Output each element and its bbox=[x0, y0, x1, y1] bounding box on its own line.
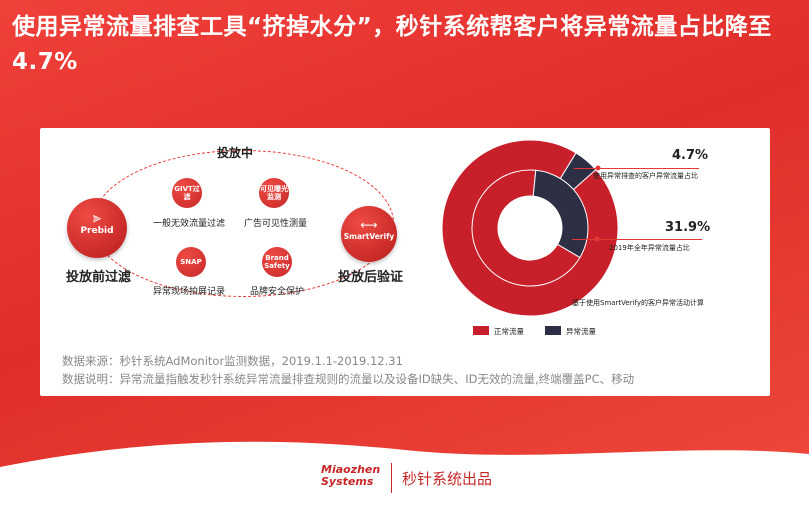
content-card: 投放中 ⫸ Prebid 投放前过滤 ⟷ SmartVerify 投放后验证 G… bbox=[40, 128, 770, 396]
prebid-node: ⫸ Prebid bbox=[67, 198, 127, 258]
prebid-logo: Prebid bbox=[80, 226, 114, 236]
smartverify-logo: SmartVerify bbox=[343, 232, 395, 241]
brand-line-1: Miaozhen bbox=[321, 463, 381, 476]
donut-chart bbox=[441, 139, 619, 317]
annotation-text-31-9: 2019年全年异常流量占比 bbox=[609, 244, 690, 252]
data-source-note: 数据来源：秒针系统AdMonitor监测数据，2019.1.1-2019.12.… bbox=[62, 354, 403, 368]
footer-product: 秒针系统出品 bbox=[402, 470, 493, 488]
smartverify-label: 投放后验证 bbox=[338, 270, 404, 285]
prebid-label: 投放前过滤 bbox=[66, 270, 132, 285]
legend-label-abnormal: 异常流量 bbox=[566, 327, 596, 336]
donut-hole bbox=[498, 196, 562, 260]
givt-icon: GIVT过滤 bbox=[172, 178, 202, 208]
legend-swatch-abnormal bbox=[545, 326, 561, 335]
data-description-note: 数据说明：异常流量指触发秒针系统异常流量排查规则的流量以及设备ID缺失、ID无效… bbox=[62, 372, 635, 386]
legend-swatch-normal bbox=[473, 326, 489, 335]
annotation-value-4-7: 4.7% bbox=[672, 148, 709, 163]
annotation-text-4-7: 使用异常排查的客户异常流量占比 bbox=[593, 172, 698, 180]
brand-line-2: Systems bbox=[321, 475, 374, 488]
page-title: 使用异常流量排查工具“挤掉水分”，秒针系统帮客户将异常流量占比降至4.7% bbox=[12, 14, 772, 75]
funnel-icon: ⫸ bbox=[93, 210, 101, 226]
smartverify-node: ⟷ SmartVerify bbox=[341, 206, 397, 262]
annotation-value-31-9: 31.9% bbox=[665, 220, 711, 235]
snap-icon: SNAP bbox=[176, 247, 206, 277]
chart-subtitle: 基于使用SmartVerify的客户异常活动计算 bbox=[572, 299, 705, 307]
link-icon: ⟷ bbox=[360, 218, 378, 232]
brand-safety-icon: Brand Safety bbox=[262, 247, 292, 277]
leader-line-4-7 bbox=[574, 168, 699, 169]
footer-divider bbox=[391, 463, 392, 493]
eye-icon: 可见曝光监测 bbox=[259, 178, 289, 208]
item-label-viewability: 广告可见性测量 bbox=[244, 219, 308, 229]
miaozhen-logo: Miaozhen Systems bbox=[321, 464, 380, 488]
item-label-brand-safety: 品牌安全保护 bbox=[250, 287, 305, 297]
item-label-snap: 异常现场拍屏记录 bbox=[153, 287, 226, 297]
flow-center-title: 投放中 bbox=[217, 146, 254, 160]
item-label-givt: 一般无效流量过滤 bbox=[153, 219, 226, 229]
legend-label-normal: 正常流量 bbox=[494, 327, 524, 336]
footer-wave bbox=[0, 441, 809, 521]
leader-line-31-9 bbox=[572, 239, 702, 240]
